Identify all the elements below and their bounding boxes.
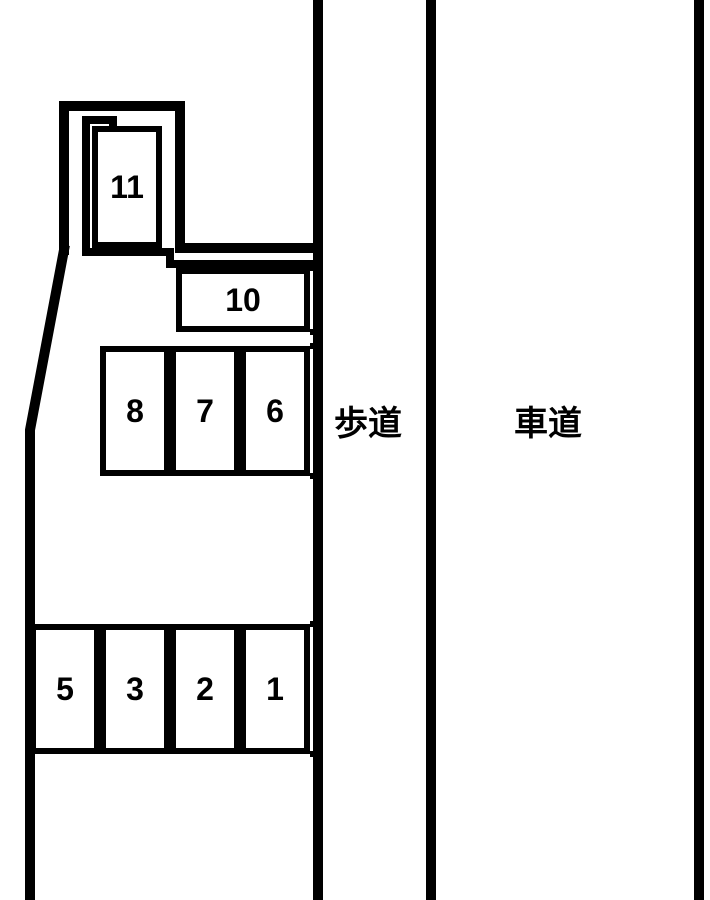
parking-map: { "canvas": { "width": 710, "height": 90… <box>0 0 710 900</box>
connectors <box>0 0 710 900</box>
